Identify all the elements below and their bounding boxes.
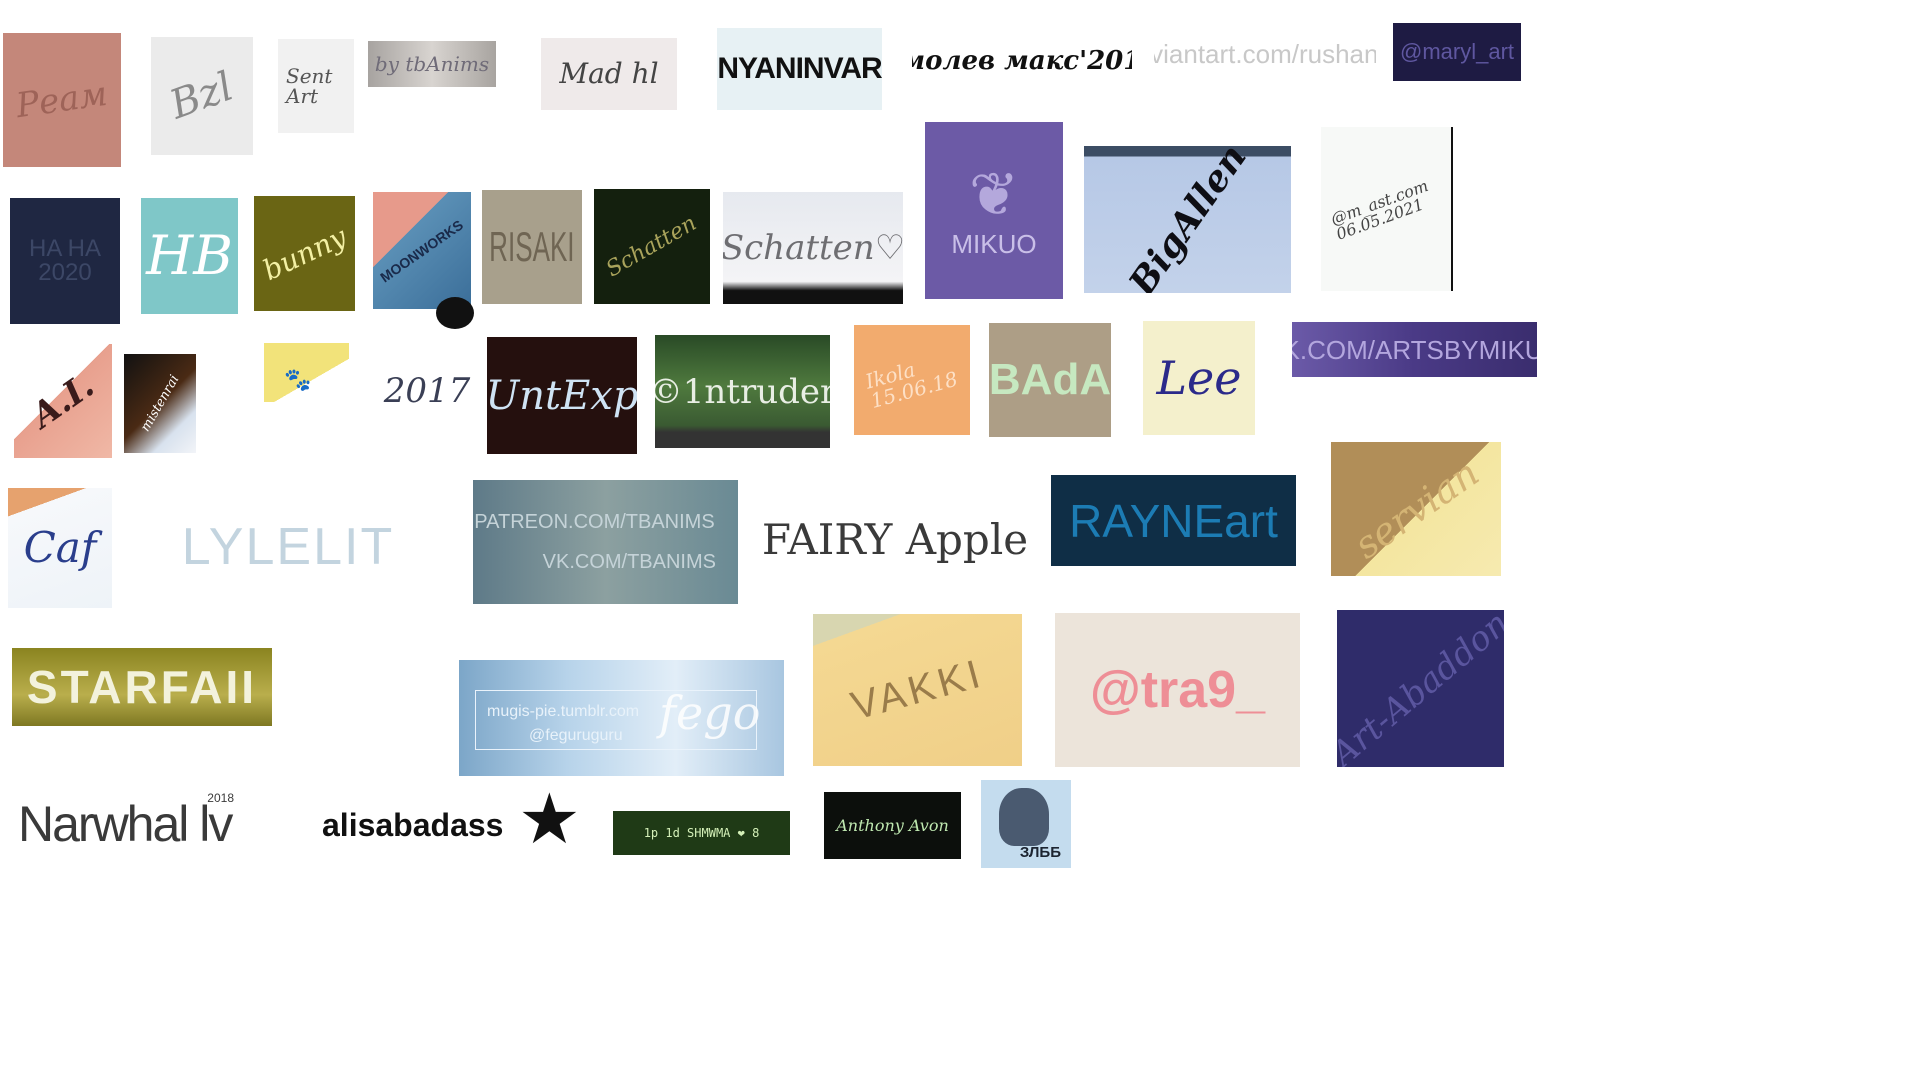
signature-text: 2017: [383, 371, 471, 411]
signature-tile-25: Ikola 15.06.18: [854, 325, 970, 435]
signature-text: VK.COM/TBANIMS: [542, 551, 716, 573]
signature-tile-32: FAIRY Apple: [760, 480, 1030, 600]
signature-tile-42: 1p 1d SHMWMA ❤ 8: [613, 811, 790, 855]
signature-text: @feguruguru: [529, 727, 623, 744]
signature-tile-8: deviantart.com/rushanart: [1154, 30, 1376, 78]
signature-text: Caf: [23, 523, 97, 572]
signature-tile-20: A.I.: [14, 344, 112, 458]
signature-text: Schatten: [602, 210, 702, 282]
signature-tile-33: RAYNEart: [1051, 475, 1296, 566]
black-dot: [436, 297, 474, 329]
signature-text: servian: [1345, 450, 1487, 568]
character-silhouette-icon: [999, 788, 1049, 846]
signature-tile-21: mistenrai: [124, 354, 196, 453]
signature-text: STARFAII: [26, 661, 258, 713]
signature-text: UntExp: [487, 372, 637, 419]
signature-text: @tra9_: [1089, 661, 1266, 719]
signature-text: Schatten♡: [723, 228, 903, 268]
signature-tile-40: Narwhal lv 2018: [18, 786, 240, 862]
signature-text: bunny: [257, 219, 352, 287]
signature-tile-17: ❦ MIKUO: [925, 122, 1063, 299]
signature-tile-35: STARFAII: [12, 648, 272, 726]
signature-text: Lee: [1156, 351, 1242, 405]
signature-text: Реам: [13, 73, 111, 127]
signature-tile-44: ЗЛББ: [981, 780, 1071, 868]
signature-tile-37: VAKKI: [813, 614, 1022, 766]
signature-tile-26: BAdA: [989, 323, 1111, 437]
signature-text: NYANINVAR: [717, 52, 882, 85]
signature-text: MIKUO: [951, 228, 1037, 259]
signature-tile-27: Lee: [1143, 321, 1255, 435]
signature-tile-29: Caf: [8, 488, 112, 608]
signature-text: HA HA 2020: [28, 235, 102, 286]
signature-tile-12: bunny: [254, 196, 355, 311]
signature-text: Anthony Avon: [836, 815, 949, 835]
signature-tile-41: alisabadass ★: [322, 790, 592, 860]
signature-tile-1: Реам: [3, 33, 121, 167]
signature-text: Sent Art: [286, 64, 333, 108]
signature-tile-10: HA HA 2020: [10, 198, 120, 324]
star-icon: ★: [518, 790, 581, 858]
signature-tile-22: 2017: [380, 342, 474, 440]
signature-text: by tbAnims: [374, 52, 490, 76]
signature-tile-28: VK.COM/ARTSBYMIKUO: [1292, 322, 1537, 377]
signature-text: MOONWORKS: [377, 216, 467, 285]
signature-tile-2: Bzl: [151, 37, 253, 155]
signature-tile-43: Anthony Avon: [824, 792, 961, 859]
signature-tile-38: @tra9_: [1055, 613, 1300, 767]
signature-tile-4: by tbAnims: [368, 41, 496, 87]
signature-text: Bzl: [164, 63, 240, 129]
signature-year: 2018: [207, 791, 234, 805]
signature-text: 1p 1d SHMWMA ❤ 8: [643, 826, 760, 840]
signature-text: mugis-pie.tumblr.com: [487, 703, 640, 720]
signature-text: @m_ast.com 06.05.2021: [1328, 175, 1431, 244]
signature-tile-14: RISAKI: [482, 190, 582, 304]
signature-tile-11: HB: [141, 198, 238, 314]
signature-tile-18: BigAllen: [1084, 146, 1291, 293]
signature-text: VK.COM/ARTSBYMIKUO: [1292, 334, 1537, 365]
cat-icon: 🐾: [284, 367, 312, 392]
signature-tile-5: Mad hl: [541, 38, 677, 110]
signature-text: ©1ntruder: [655, 371, 830, 412]
signature-text: mistenrai: [137, 372, 183, 435]
signature-text: HB: [146, 224, 233, 287]
signature-tile-7: смолев макс'2014: [912, 34, 1132, 88]
signature-tile-9: @maryl_art: [1393, 23, 1521, 81]
signature-text: Ikola 15.06.18: [862, 357, 961, 413]
signature-tile-15: Schatten: [594, 189, 710, 304]
signature-tile-13: MOONWORKS: [373, 192, 471, 309]
signature-box: [475, 690, 757, 750]
signature-tile-3: Sent Art: [278, 39, 354, 133]
signature-tile-19: @m_ast.com 06.05.2021: [1321, 127, 1453, 291]
signature-text: LYLELIT: [181, 518, 395, 576]
signature-tile-6: NYANINVAR: [717, 28, 882, 110]
signature-tile-31: PATREON.COM/TBANIMS VK.COM/TBANIMS: [473, 480, 738, 604]
signature-tile-24: ©1ntruder: [655, 335, 830, 448]
signature-text: ЗЛББ: [1019, 844, 1061, 861]
signature-text: alisabadass: [322, 807, 504, 843]
signature-tile-23: UntExp: [487, 337, 637, 454]
signature-text: deviantart.com/rushanart: [1154, 39, 1376, 69]
signature-tile-30: LYLELIT: [170, 500, 406, 594]
signature-tile-16: Schatten♡: [723, 192, 903, 304]
signature-text: RISAKI: [489, 223, 575, 270]
signature-text: @maryl_art: [1399, 39, 1515, 64]
signature-text: Art-Abaddon: [1337, 610, 1504, 767]
signature-tile-39: Art-Abaddon: [1337, 610, 1504, 767]
signature-text: Narwhal lv: [18, 796, 233, 852]
signature-text: VAKKI: [846, 651, 989, 729]
signature-tile-34: servian: [1331, 442, 1501, 576]
signature-text: FAIRY Apple: [761, 515, 1029, 564]
signature-text: BigAllen: [1120, 146, 1255, 293]
signature-text: A.I.: [24, 365, 102, 437]
signature-text: BAdA: [989, 355, 1111, 404]
signature-text: PATREON.COM/TBANIMS: [474, 511, 715, 533]
signature-tile-36: mugis-pie.tumblr.com @feguruguru fego: [459, 660, 784, 776]
yellow-corner-tile: 🐾: [264, 343, 349, 402]
signature-text: fego: [659, 686, 761, 740]
butterfly-icon: ❦: [968, 160, 1020, 228]
signature-text: смолев макс'2014: [912, 46, 1132, 76]
signature-text: Mad hl: [559, 57, 659, 90]
signature-text: RAYNEart: [1069, 494, 1278, 547]
